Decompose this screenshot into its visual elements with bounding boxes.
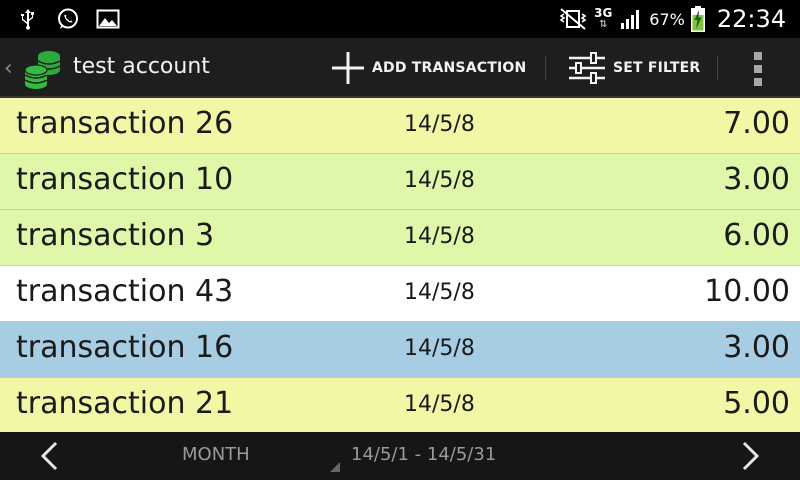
gallery-icon xyxy=(96,9,120,29)
set-filter-button[interactable]: SET FILTER xyxy=(567,38,700,98)
period-navigation-bar: MONTH 14/5/1 - 14/5/31 xyxy=(0,432,800,480)
transaction-row[interactable]: transaction 3 14/5/8 6.00 xyxy=(0,210,800,266)
up-caret-icon[interactable]: ‹ xyxy=(4,56,13,81)
coins-logo-icon[interactable] xyxy=(22,48,66,90)
transaction-amount: 7.00 xyxy=(723,106,790,141)
transaction-row[interactable]: transaction 16 14/5/8 3.00 xyxy=(0,322,800,378)
battery-percent: 67% xyxy=(649,9,685,29)
overflow-menu-icon[interactable] xyxy=(748,52,768,86)
date-range: 14/5/1 - 14/5/31 xyxy=(351,444,497,465)
transaction-amount: 5.00 xyxy=(723,386,790,421)
transaction-amount: 6.00 xyxy=(723,218,790,253)
transaction-row[interactable]: transaction 26 14/5/8 7.00 xyxy=(0,98,800,154)
spinner-indicator-icon xyxy=(330,462,340,472)
transaction-amount: 3.00 xyxy=(723,330,790,365)
status-bar: 3G ⇅ 67% 22:34 xyxy=(0,0,800,38)
transaction-date: 14/5/8 xyxy=(404,112,475,137)
transaction-amount: 3.00 xyxy=(723,162,790,197)
action-divider xyxy=(545,56,546,80)
action-divider xyxy=(717,56,718,80)
add-transaction-label: ADD TRANSACTION xyxy=(372,60,527,76)
sliders-icon xyxy=(569,52,605,84)
transaction-date: 14/5/8 xyxy=(404,224,475,249)
transaction-date: 14/5/8 xyxy=(404,168,475,193)
transaction-date: 14/5/8 xyxy=(404,336,475,361)
clock: 22:34 xyxy=(716,5,786,33)
transaction-amount: 10.00 xyxy=(704,274,790,309)
set-filter-label: SET FILTER xyxy=(613,60,701,76)
transaction-name: transaction 26 xyxy=(16,106,234,141)
transaction-date: 14/5/8 xyxy=(404,392,475,417)
vibrate-icon xyxy=(559,8,587,30)
network-type: 3G xyxy=(594,6,613,20)
chevron-right-icon[interactable] xyxy=(738,440,762,472)
transaction-name: transaction 43 xyxy=(16,274,234,309)
transaction-name: transaction 3 xyxy=(16,218,215,253)
period-select[interactable]: MONTH xyxy=(182,444,250,465)
3g-data-icon: 3G ⇅ xyxy=(594,6,613,30)
usb-icon xyxy=(21,9,34,30)
transaction-row[interactable]: transaction 10 14/5/8 3.00 xyxy=(0,154,800,210)
transaction-name: transaction 16 xyxy=(16,330,234,365)
transaction-row[interactable]: transaction 21 14/5/8 5.00 xyxy=(0,378,800,432)
transaction-date: 14/5/8 xyxy=(404,280,475,305)
transaction-list[interactable]: transaction 26 14/5/8 7.00 transaction 1… xyxy=(0,98,800,432)
transaction-row[interactable]: transaction 43 14/5/8 10.00 xyxy=(0,266,800,322)
add-transaction-button[interactable]: ADD TRANSACTION xyxy=(330,38,526,98)
transaction-name: transaction 21 xyxy=(16,386,234,421)
signal-icon xyxy=(621,10,640,29)
whatsapp-icon xyxy=(58,8,78,29)
account-title: test account xyxy=(73,54,210,79)
action-bar: ‹ test account ADD TRANSACTION xyxy=(0,38,800,98)
battery-charging-icon xyxy=(690,6,705,32)
chevron-left-icon[interactable] xyxy=(38,440,62,472)
plus-icon xyxy=(332,52,364,84)
transaction-name: transaction 10 xyxy=(16,162,234,197)
